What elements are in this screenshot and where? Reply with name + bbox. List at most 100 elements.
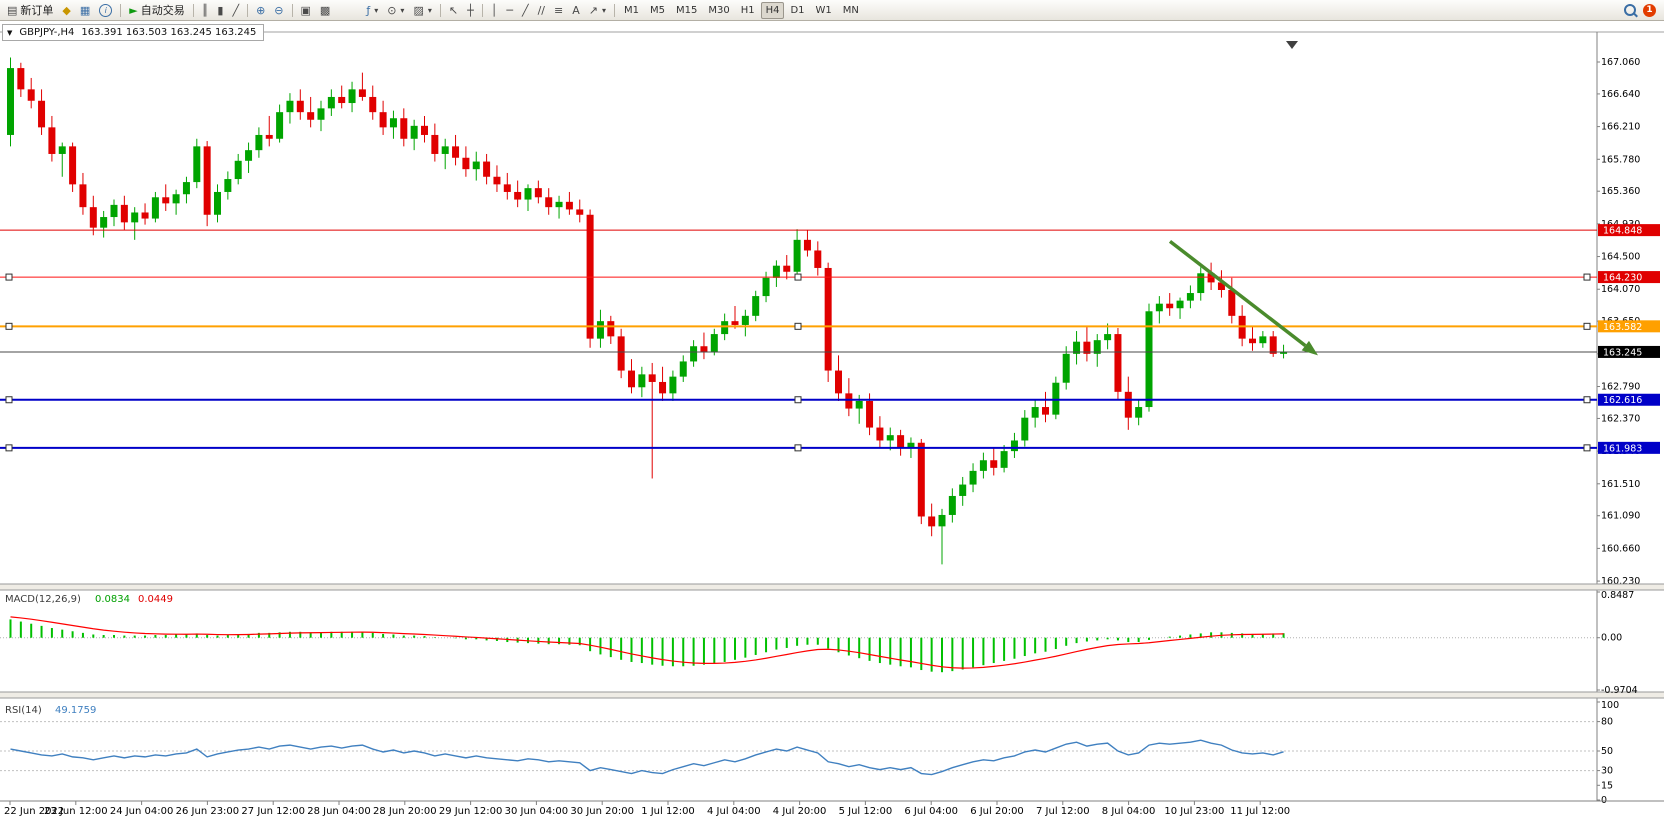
time-axis-label: 28 Jun 20:00 [373,806,437,817]
search-button[interactable] [1620,2,1640,19]
line-handle[interactable] [5,444,13,452]
trend-arrow[interactable] [1168,239,1307,347]
tile-windows-button[interactable]: ▣ [297,2,315,19]
time-axis-label: 22 Jun 2022 [4,806,64,817]
new-order-button[interactable]: ▤ 新订单 [3,2,57,19]
candle-body [1093,340,1101,354]
price-tag-164.230 [1598,271,1660,284]
chart-canvas[interactable]: 167.060166.640166.210165.780165.360164.9… [0,21,1664,828]
trend-arrow-head[interactable] [1301,340,1318,356]
line-chart-icon: ╱ [232,3,240,17]
cursor-button[interactable]: ↖ [445,2,462,19]
candle-body [1073,341,1081,354]
templates-button[interactable]: ▨ ▾ [409,2,435,19]
horizontal-line-button[interactable]: ─ [502,2,517,19]
timeframe-mn-button[interactable]: MN [838,2,864,19]
fibonacci-button[interactable]: ≡ [550,2,567,19]
candle-body [1259,336,1267,344]
zoom-out-button[interactable]: ⊖ [270,2,287,19]
line-handle[interactable] [1583,322,1591,330]
toolbar: ▤ 新订单 ◆ ▦ i ► 自动交易 ║ ▮ ╱ ⊕ ⊖ ▣ ▩ ƒ ▾ ⊙ ▾ ▨… [0,0,1664,21]
candlestick-chart-button[interactable]: ▮ [213,2,227,19]
svg-text:161.983: 161.983 [1603,443,1642,454]
market-watch-icon: ▦ [79,3,91,17]
autotrade-play-icon: ► [129,3,138,17]
candle-body [948,495,956,515]
candle-body [120,204,128,223]
auto-trading-button[interactable]: ► 自动交易 [125,2,188,19]
crosshair-button[interactable]: ┼ [463,2,478,19]
candle-body [472,161,480,170]
notification-badge[interactable]: 1 [1643,3,1656,17]
svg-text:164.230: 164.230 [1603,273,1642,284]
candle-body [79,184,87,208]
candle-body [452,146,460,158]
candle-body [690,346,698,362]
timeframe-m1-button[interactable]: M1 [619,2,644,19]
candle-body [793,239,801,272]
candle-body [379,112,387,128]
bar-chart-icon: ║ [201,3,209,17]
bar-chart-button[interactable]: ║ [198,2,213,19]
candle-body [203,146,211,215]
timeframe-m5-button[interactable]: M5 [645,2,670,19]
toolbar-separator [481,3,483,17]
candle-body [700,346,708,352]
timeframe-h4-button[interactable]: H4 [760,1,785,19]
toolbar-group-drawing: │ ─ ╱ // ≡ A ↗ ▾ [487,2,610,19]
line-handle[interactable] [794,273,802,281]
panel-separator[interactable] [0,584,1664,590]
channel-button[interactable]: // [534,2,549,19]
periods-button[interactable]: ⊙ ▾ [383,2,408,19]
candle-body [917,442,925,517]
candle-body [1217,282,1225,290]
line-handle[interactable] [794,322,802,330]
line-handle[interactable] [5,396,13,404]
macd-signal-value: 0.0449 [138,594,173,605]
timeframe-m30-button[interactable]: M30 [703,2,734,19]
timeframe-h1-button[interactable]: H1 [736,2,760,19]
svg-text:164.848: 164.848 [1603,226,1642,237]
candle-body [1197,273,1205,294]
cascade-windows-icon: ▩ [319,3,331,17]
candle-body [89,207,97,228]
trendline-button[interactable]: ╱ [518,2,533,19]
line-chart-button[interactable]: ╱ [228,2,243,19]
candle-body [1228,290,1236,316]
candle-body [410,125,418,139]
candle-body [897,435,905,449]
time-axis-label: 30 Jun 04:00 [505,806,569,817]
time-axis-label: 10 Jul 23:00 [1164,806,1224,817]
line-handle[interactable] [794,396,802,404]
favorites-button[interactable]: ◆ [58,2,74,19]
timeframe-w1-button[interactable]: W1 [811,2,837,19]
arrows-button[interactable]: ↗ ▾ [585,2,610,19]
candle-body [27,89,35,101]
zoom-in-button[interactable]: ⊕ [252,2,269,19]
market-watch-button[interactable]: ▦ [76,2,94,19]
line-handle[interactable] [5,273,13,281]
candle-body [607,321,615,337]
info-button[interactable]: i [95,2,116,19]
line-handle[interactable] [5,322,13,330]
crosshair-icon: ┼ [467,3,474,17]
line-handle[interactable] [1583,396,1591,404]
chart-title-box[interactable]: ▼ GBPJPY-,H4 163.391 163.503 163.245 163… [2,24,265,41]
chart-shift-marker[interactable] [1286,41,1298,49]
panel-separator[interactable] [0,692,1664,698]
line-handle[interactable] [794,444,802,452]
one-click-trading-toggle[interactable]: ▼ [7,28,13,37]
text-button[interactable]: A [568,2,584,19]
timeframe-d1-button[interactable]: D1 [785,2,809,19]
candle-body [752,296,760,316]
line-handle[interactable] [1583,273,1591,281]
line-handle[interactable] [1583,444,1591,452]
timeframe-bar: M1 M5 M15 M30 H1 H4 D1 W1 MN [619,1,864,19]
cascade-windows-button[interactable]: ▩ [316,2,334,19]
timeframe-m15-button[interactable]: M15 [671,2,702,19]
indicators-button[interactable]: ƒ ▾ [362,2,382,19]
svg-text:0.00: 0.00 [1601,633,1622,644]
toolbar-separator [613,3,615,17]
candle-body [596,321,604,339]
vertical-line-button[interactable]: │ [487,2,502,19]
